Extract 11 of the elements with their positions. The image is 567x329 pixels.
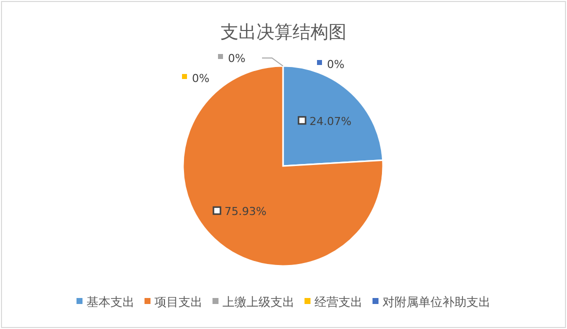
text: 0% xyxy=(228,52,246,65)
text: 0% xyxy=(327,58,344,71)
legend-label: 对附属单位补助支出 xyxy=(382,295,490,309)
legend-label: 项目支出 xyxy=(154,295,202,309)
chart-title: 支出决算结构图 xyxy=(220,22,346,43)
text: 0% xyxy=(192,72,210,85)
data-label: 24.07% xyxy=(310,114,352,128)
legend-label: 经营支出 xyxy=(314,295,362,309)
legend-label: 上缴上级支出 xyxy=(222,295,294,309)
legend-label: 基本支出 xyxy=(86,295,134,309)
data-label: 75.93% xyxy=(224,205,266,218)
